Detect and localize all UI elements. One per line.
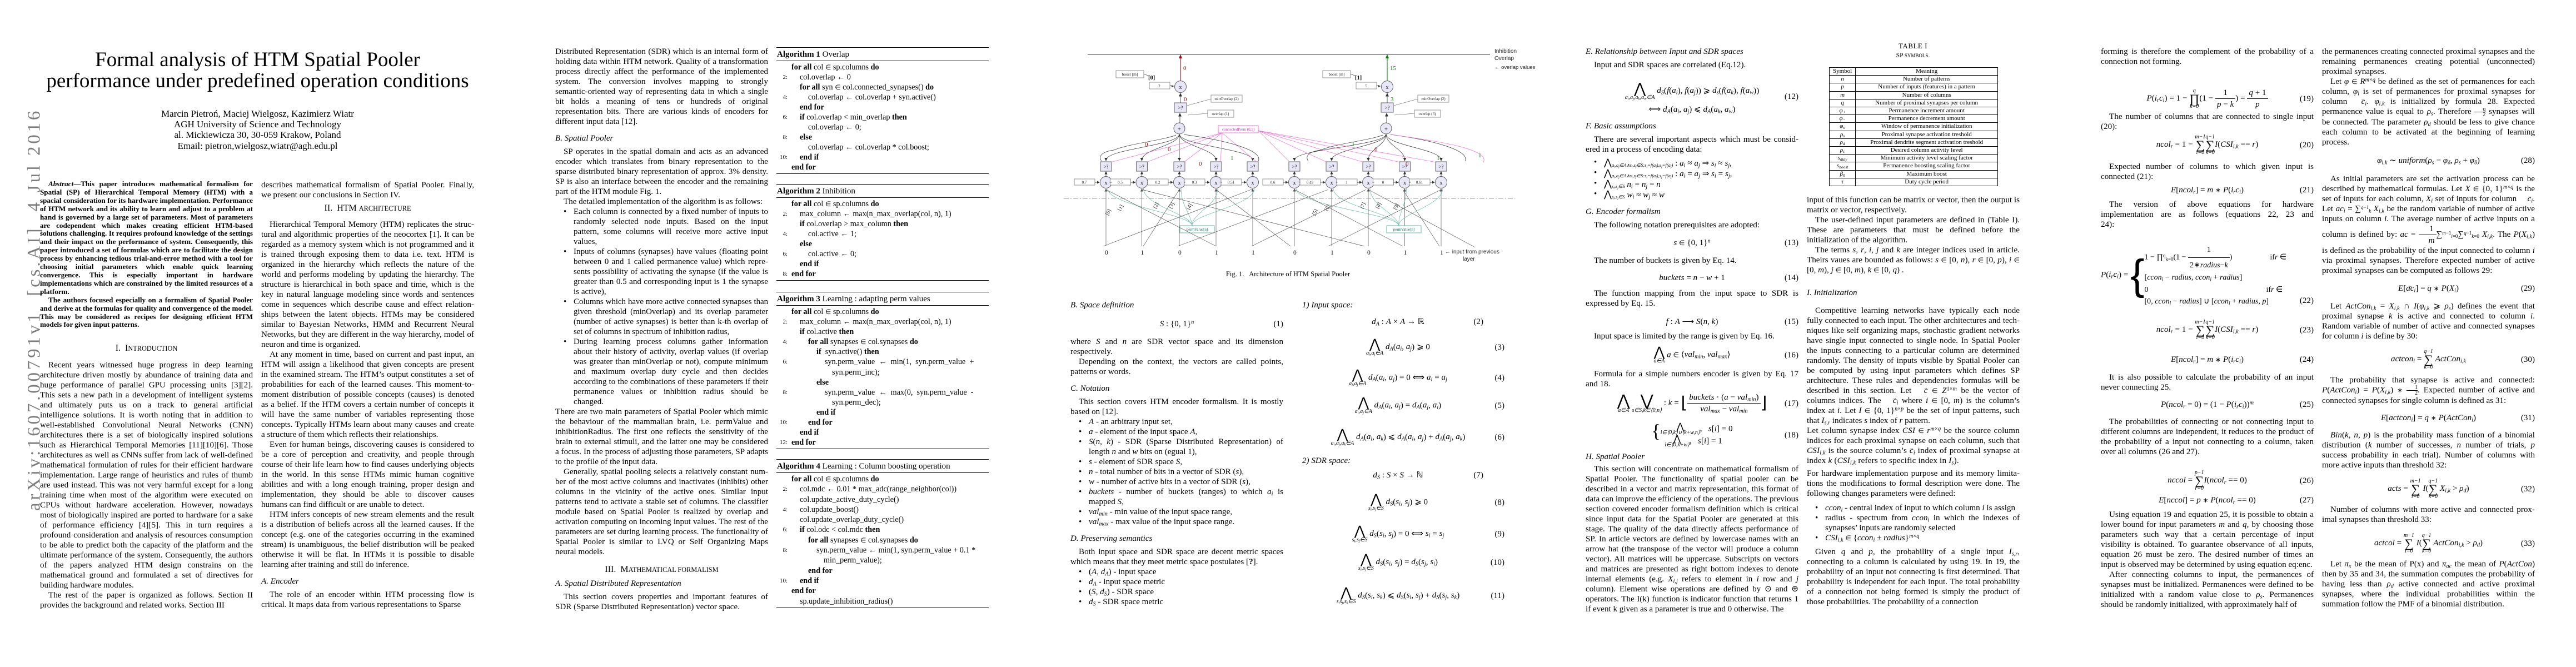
svg-text:>?: >?: [1178, 105, 1183, 111]
svg-text:x: x: [1179, 84, 1182, 91]
svg-text:minOverlap (2): minOverlap (2): [1214, 97, 1239, 101]
svg-text:permValue[n]: permValue[n]: [1393, 227, 1414, 232]
svg-text:[0]: [0]: [1148, 75, 1155, 81]
svg-text:0: 0: [1367, 250, 1371, 256]
svg-text:[1]: [1]: [1117, 204, 1125, 212]
svg-text:0.49: 0.49: [1307, 181, 1314, 185]
svg-text:x: x: [1215, 180, 1218, 186]
svg-text:← overlap values: ← overlap values: [1494, 64, 1536, 71]
svg-text:>?: >?: [1213, 164, 1218, 170]
svg-text:+: +: [1178, 126, 1181, 133]
svg-text:Overlap: Overlap: [1494, 56, 1514, 62]
svg-text:1: 1: [1437, 155, 1440, 162]
svg-text:>?: >?: [1103, 164, 1108, 170]
svg-text:0: 0: [1293, 250, 1297, 256]
svg-text:boost [m]: boost [m]: [1122, 72, 1138, 77]
svg-text:boost [m]: boost [m]: [1329, 72, 1345, 77]
svg-text:overlap (3): overlap (3): [1419, 112, 1437, 116]
svg-text:0: 0: [1184, 96, 1187, 103]
svg-text:x: x: [1403, 180, 1406, 186]
svg-text:overlap (1): overlap (1): [1212, 112, 1230, 116]
svg-text:x: x: [1140, 180, 1143, 186]
svg-text:0.6: 0.6: [1270, 181, 1275, 185]
svg-text:1: 1: [1215, 250, 1218, 256]
svg-text:layer: layer: [1463, 256, 1475, 262]
svg-text:>?: >?: [1366, 164, 1371, 170]
svg-text:[0]: [0]: [1105, 208, 1113, 216]
svg-text:>?: >?: [1177, 164, 1182, 170]
svg-text:[1]: [1]: [1355, 75, 1362, 81]
svg-text:>?: >?: [1139, 164, 1144, 170]
svg-text:0.2: 0.2: [1155, 181, 1160, 185]
svg-text:x: x: [1252, 180, 1254, 186]
svg-text:+: +: [1384, 126, 1388, 133]
svg-text:minOverlap (2): minOverlap (2): [1421, 97, 1446, 101]
svg-text:[3]: [3]: [1168, 202, 1176, 210]
svg-text:0.5: 0.5: [1118, 181, 1123, 185]
svg-text:0: 0: [1374, 146, 1378, 153]
svg-text:1: 1: [1440, 250, 1443, 256]
svg-text:[2]: [2]: [1153, 202, 1160, 210]
svg-text:[5]: [5]: [1312, 208, 1319, 216]
svg-text:1: 1: [1404, 250, 1407, 256]
svg-text:0: 0: [1178, 250, 1182, 256]
svg-text:2: 2: [1158, 84, 1160, 88]
svg-text:>?: >?: [1250, 164, 1255, 170]
svg-text:1: 1: [1252, 250, 1255, 256]
svg-text:5: 5: [1365, 84, 1367, 88]
svg-text:0.51: 0.51: [1228, 181, 1235, 185]
svg-text:x: x: [1440, 180, 1443, 186]
svg-text:Inhibition: Inhibition: [1494, 48, 1517, 54]
svg-text:x: x: [1293, 180, 1296, 186]
svg-text:0: 0: [1199, 161, 1202, 167]
svg-text:x: x: [1178, 180, 1181, 186]
svg-text:0.61: 0.61: [1416, 181, 1423, 185]
svg-text:0: 0: [1406, 161, 1409, 167]
svg-text:3: 3: [1391, 96, 1394, 103]
svg-text:[4]: [4]: [1186, 203, 1194, 211]
svg-text:15: 15: [1390, 65, 1397, 72]
svg-text:1: 1: [1331, 250, 1334, 256]
svg-text:0.3: 0.3: [1192, 181, 1197, 185]
svg-text:← input from previous: ← input from previous: [1445, 249, 1499, 255]
svg-text:>?: >?: [1384, 105, 1389, 111]
svg-text:[9]: [9]: [1393, 203, 1401, 211]
svg-text:x: x: [1331, 180, 1333, 186]
svg-text:x: x: [1367, 180, 1370, 186]
svg-text:>?: >?: [1402, 164, 1407, 170]
svg-text:x: x: [1105, 180, 1108, 186]
svg-text:0: 0: [1145, 141, 1148, 148]
svg-text:0: 0: [1168, 146, 1171, 153]
svg-text:1: 1: [1230, 155, 1234, 162]
svg-text:0: 0: [1105, 250, 1108, 256]
svg-text:[8]: [8]: [1375, 202, 1383, 210]
svg-text:>?: >?: [1329, 164, 1334, 170]
svg-text:1: 1: [1346, 181, 1348, 185]
svg-text:1: 1: [1352, 141, 1355, 148]
svg-text:0: 0: [1382, 181, 1384, 185]
svg-text:0.7: 0.7: [1082, 181, 1087, 185]
svg-text:[7]: [7]: [1359, 202, 1367, 210]
svg-text:0: 0: [1183, 65, 1187, 72]
svg-text:permValue[n]: permValue[n]: [1187, 227, 1208, 232]
svg-text:1: 1: [1141, 250, 1144, 256]
svg-text:1: 1: [1478, 152, 1482, 159]
svg-text:>?: >?: [1292, 164, 1297, 170]
svg-text:connectedPerm (0.5): connectedPerm (0.5): [1222, 127, 1255, 132]
svg-text:>?: >?: [1438, 164, 1443, 170]
svg-text:x: x: [1386, 84, 1389, 91]
